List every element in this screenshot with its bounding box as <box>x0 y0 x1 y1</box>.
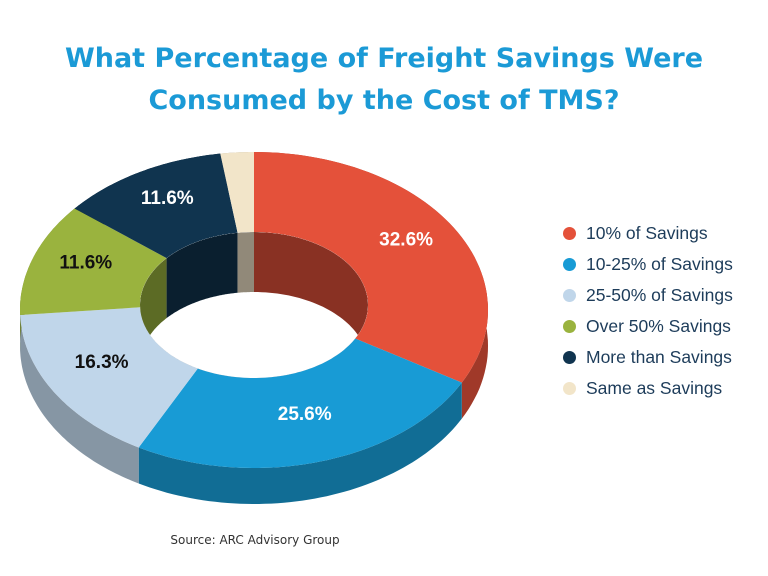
legend-item: Same as Savings <box>563 373 733 404</box>
legend-label: 10-25% of Savings <box>586 254 733 274</box>
legend-swatch <box>563 320 576 333</box>
legend-swatch <box>563 351 576 364</box>
slice-inner-wall <box>254 232 368 378</box>
data-label: 11.6% <box>59 252 112 273</box>
legend-item: 10% of Savings <box>563 218 733 249</box>
legend-item: 25-50% of Savings <box>563 280 733 311</box>
slice-over-50-savings <box>20 208 167 315</box>
slice-10-25-of-savings <box>138 338 462 468</box>
slice-inner-wall <box>237 232 254 293</box>
legend-swatch <box>563 258 576 271</box>
data-label: 11.6% <box>141 188 194 209</box>
slice-more-than-savings <box>74 153 238 259</box>
data-label: 32.6% <box>379 230 433 251</box>
source-note: Source: ARC Advisory Group <box>170 533 340 547</box>
legend: 10% of Savings 10-25% of Savings 25-50% of… <box>563 218 733 404</box>
legend-swatch <box>563 227 576 240</box>
slice-inner-wall <box>166 232 238 319</box>
legend-swatch <box>563 382 576 395</box>
legend-swatch <box>563 289 576 302</box>
slice-10-of-savings <box>254 152 488 383</box>
legend-item: Over 50% Savings <box>563 311 733 342</box>
legend-label: More than Savings <box>586 347 732 367</box>
data-label: 16.3% <box>75 352 129 373</box>
slice-side <box>138 382 462 504</box>
data-label: 25.6% <box>278 404 332 425</box>
legend-label: 25-50% of Savings <box>586 285 733 305</box>
slice-25-50-of-savings <box>20 307 198 448</box>
legend-label: Same as Savings <box>586 378 723 398</box>
legend-item: 10-25% of Savings <box>563 249 733 280</box>
slice-side <box>20 315 139 484</box>
legend-label: 10% of Savings <box>586 223 708 243</box>
legend-item: More than Savings <box>563 342 733 373</box>
chart-title: What Percentage of Freight Savings Were … <box>64 43 704 116</box>
legend-label: Over 50% Savings <box>586 316 731 336</box>
slice-same-as-savings <box>220 152 254 233</box>
